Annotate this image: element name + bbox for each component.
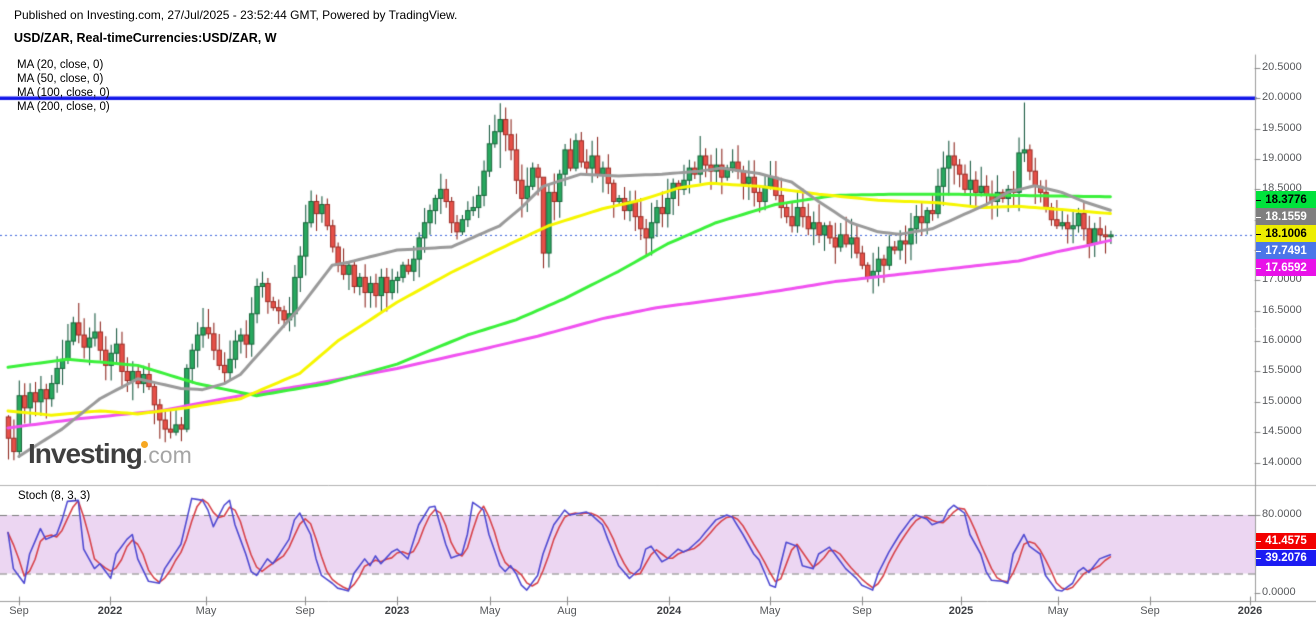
last-price-chip-price-label: 17.7491: [1256, 242, 1316, 259]
x-axis-label: May: [1047, 605, 1069, 617]
x-axis-label: Sep: [295, 605, 315, 617]
ma20-legend-label: MA (20, close, 0): [17, 59, 104, 71]
ma50-chip-price-label: 18.1006: [1256, 225, 1316, 242]
x-axis-label: Aug: [557, 605, 577, 617]
symbol-title: USD/ZAR, Real-timeCurrencies:USD/ZAR, W: [14, 31, 277, 45]
ma20-chip-price-label: 18.1559: [1256, 208, 1316, 225]
price-axis-tick-label: 16.5000: [1262, 303, 1302, 316]
investing-logo-orange-dot-icon: [141, 441, 148, 448]
ma100-legend-label: MA (100, close, 0): [17, 87, 110, 99]
price-axis-tick-label: 15.0000: [1262, 394, 1302, 407]
x-axis-label: Sep: [1140, 605, 1160, 617]
ma200-legend-label: MA (200, close, 0): [17, 101, 110, 113]
investing-logo-text: Investing: [28, 438, 143, 469]
price-axis-tick-label: 17.0000: [1262, 273, 1302, 286]
x-axis-label: 2022: [97, 605, 123, 617]
x-axis-label: 2025: [948, 605, 974, 617]
x-axis-label: May: [759, 605, 781, 617]
price-axis-tick-label: 14.5000: [1262, 425, 1302, 438]
stoch-legend-label: Stoch (8, 3, 3): [18, 490, 91, 502]
price-axis-tick-label: 14.0000: [1262, 455, 1302, 468]
published-line: Published on Investing.com, 27/Jul/2025 …: [14, 8, 458, 22]
stoch-axis-tick-label: 80.0000: [1262, 508, 1302, 520]
stoch-d-value-label: 41.4575: [1256, 533, 1316, 549]
x-axis-label: May: [195, 605, 217, 617]
stoch-k-value-label: 39.2076: [1256, 550, 1316, 566]
investing-logo: Investing.com: [28, 438, 192, 470]
ma100-chip-price-label: 18.3776: [1256, 191, 1316, 208]
stoch-axis-tick-label: 0.0000: [1262, 586, 1296, 598]
x-axis-label: Sep: [852, 605, 872, 617]
x-axis-label: Sep: [9, 605, 29, 617]
x-axis-label: 2023: [384, 605, 410, 617]
investing-logo-suffix: .com: [141, 442, 192, 468]
price-axis-tick-label: 19.0000: [1262, 152, 1302, 164]
price-axis-tick-label: 16.0000: [1262, 334, 1302, 347]
price-axis-tick-label: 20.5000: [1262, 60, 1302, 73]
ma50-legend-label: MA (50, close, 0): [17, 73, 104, 85]
price-axis-tick-label: 20.0000: [1262, 91, 1302, 104]
x-axis-label: May: [479, 605, 501, 617]
price-axis-tick-label: 19.5000: [1262, 121, 1302, 134]
price-axis-tick-label: 15.5000: [1262, 364, 1302, 377]
ma200-chip-price-label: 17.6592: [1256, 259, 1316, 276]
x-axis-label: 2024: [656, 605, 682, 617]
x-axis-label: 2026: [1237, 605, 1263, 617]
